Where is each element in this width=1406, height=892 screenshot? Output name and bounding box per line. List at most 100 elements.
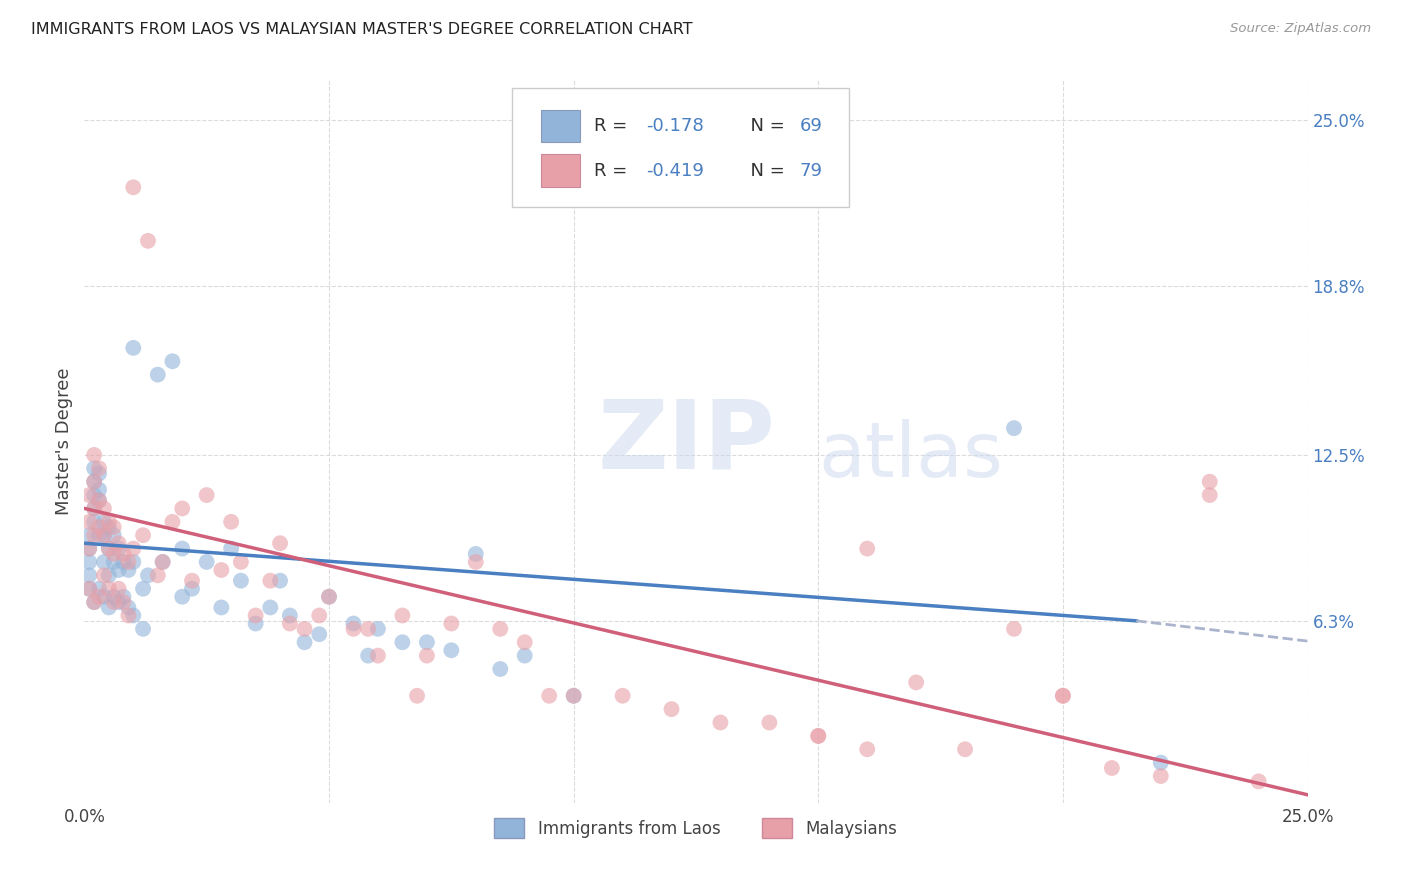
Point: [122, 555, 145, 569]
Point: [181, 582, 204, 596]
Point: [391, 635, 413, 649]
Point: [122, 180, 145, 194]
Point: [93, 515, 115, 529]
Point: [278, 616, 301, 631]
Point: [117, 555, 139, 569]
Point: [77, 541, 100, 556]
Point: [318, 590, 340, 604]
Point: [391, 608, 413, 623]
Point: [107, 536, 129, 550]
Bar: [541, 110, 579, 142]
Point: [464, 555, 486, 569]
Point: [77, 568, 100, 582]
Point: [342, 616, 364, 631]
Text: Source: ZipAtlas.com: Source: ZipAtlas.com: [1230, 22, 1371, 36]
Point: [97, 520, 120, 534]
Point: [152, 555, 174, 569]
Point: [229, 574, 252, 588]
Point: [318, 590, 340, 604]
Point: [93, 501, 115, 516]
Point: [245, 608, 267, 623]
Text: atlas: atlas: [818, 419, 1002, 493]
Point: [87, 590, 110, 604]
Point: [259, 574, 281, 588]
Text: IMMIGRANTS FROM LAOS VS MALAYSIAN MASTER'S DEGREE CORRELATION CHART: IMMIGRANTS FROM LAOS VS MALAYSIAN MASTER…: [31, 22, 693, 37]
Point: [87, 528, 110, 542]
Point: [97, 568, 120, 582]
Point: [83, 488, 105, 502]
Point: [1150, 769, 1173, 783]
Point: [87, 461, 110, 475]
Point: [1052, 689, 1074, 703]
Point: [416, 648, 439, 663]
Point: [308, 608, 330, 623]
Point: [107, 595, 129, 609]
Point: [1150, 756, 1173, 770]
Point: [77, 541, 100, 556]
Point: [489, 622, 512, 636]
Point: [83, 475, 105, 489]
Text: 79: 79: [800, 161, 823, 179]
Point: [132, 622, 155, 636]
Legend: Immigrants from Laos, Malaysians: Immigrants from Laos, Malaysians: [488, 812, 904, 845]
Point: [103, 528, 125, 542]
Point: [87, 520, 110, 534]
Point: [117, 563, 139, 577]
Point: [440, 643, 463, 657]
Point: [83, 501, 105, 516]
Point: [97, 582, 120, 596]
Point: [122, 608, 145, 623]
Point: [93, 590, 115, 604]
Point: [103, 547, 125, 561]
Point: [87, 467, 110, 481]
Point: [97, 600, 120, 615]
Point: [87, 582, 110, 596]
Point: [709, 715, 731, 730]
Text: -0.178: -0.178: [645, 117, 703, 135]
Point: [107, 563, 129, 577]
Point: [107, 582, 129, 596]
Text: -0.419: -0.419: [645, 161, 703, 179]
Y-axis label: Master's Degree: Master's Degree: [55, 368, 73, 516]
Point: [1198, 488, 1220, 502]
Point: [97, 541, 120, 556]
Point: [77, 528, 100, 542]
Point: [489, 662, 512, 676]
Text: R =: R =: [595, 117, 634, 135]
Point: [87, 483, 110, 497]
Point: [117, 608, 139, 623]
Point: [181, 574, 204, 588]
Point: [1198, 475, 1220, 489]
Point: [219, 541, 242, 556]
Point: [357, 648, 380, 663]
Point: [209, 563, 232, 577]
Point: [146, 568, 169, 582]
Point: [807, 729, 830, 743]
Point: [77, 582, 100, 596]
Point: [162, 515, 184, 529]
Point: [294, 622, 316, 636]
Point: [83, 475, 105, 489]
Point: [83, 595, 105, 609]
Point: [269, 536, 291, 550]
Point: [103, 595, 125, 609]
Point: [136, 234, 159, 248]
Point: [83, 595, 105, 609]
Point: [117, 600, 139, 615]
Point: [87, 493, 110, 508]
Point: [103, 555, 125, 569]
Point: [538, 689, 561, 703]
Point: [209, 600, 232, 615]
Point: [513, 648, 536, 663]
Point: [195, 488, 218, 502]
Point: [367, 622, 389, 636]
Point: [77, 582, 100, 596]
Point: [1002, 622, 1025, 636]
Point: [103, 520, 125, 534]
Point: [103, 590, 125, 604]
Point: [112, 547, 135, 561]
Point: [83, 528, 105, 542]
Point: [513, 635, 536, 649]
Point: [229, 555, 252, 569]
Point: [152, 555, 174, 569]
